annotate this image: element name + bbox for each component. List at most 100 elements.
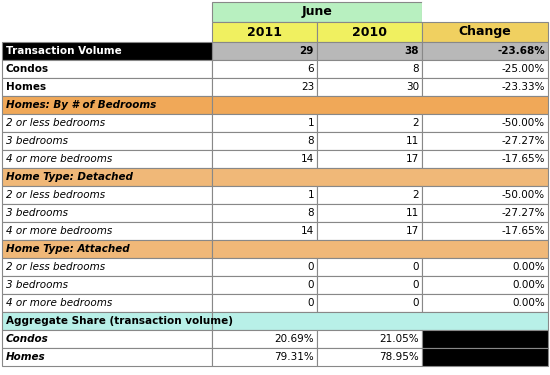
Bar <box>317 60 422 78</box>
Text: 1: 1 <box>307 190 314 200</box>
Bar <box>212 22 317 42</box>
Text: 29: 29 <box>300 46 314 56</box>
Text: 1: 1 <box>307 118 314 128</box>
Text: 30: 30 <box>406 82 419 92</box>
Bar <box>317 22 422 42</box>
Text: 20.69%: 20.69% <box>274 334 314 344</box>
Bar <box>212 186 317 204</box>
Text: Condos: Condos <box>6 64 49 74</box>
Text: 8: 8 <box>307 136 314 146</box>
Bar <box>2 168 212 186</box>
Bar <box>422 42 548 60</box>
Bar <box>212 330 317 348</box>
Text: -17.65%: -17.65% <box>502 226 545 236</box>
Bar <box>422 294 548 312</box>
Text: 3 bedrooms: 3 bedrooms <box>6 280 68 290</box>
Bar <box>2 258 212 276</box>
Bar <box>212 132 317 150</box>
Bar <box>317 186 422 204</box>
Text: 4 or more bedrooms: 4 or more bedrooms <box>6 154 112 164</box>
Bar <box>212 60 317 78</box>
Bar <box>2 348 212 366</box>
Bar <box>2 78 212 96</box>
Bar <box>422 276 548 294</box>
Bar <box>212 222 317 240</box>
Bar <box>2 96 212 114</box>
Text: 2: 2 <box>412 190 419 200</box>
Text: 38: 38 <box>404 46 419 56</box>
Bar <box>2 42 212 60</box>
Bar <box>2 294 212 312</box>
Text: -17.65%: -17.65% <box>502 154 545 164</box>
Bar <box>2 204 212 222</box>
Text: 2011: 2011 <box>247 26 282 39</box>
Text: 0.00%: 0.00% <box>512 280 545 290</box>
Text: 14: 14 <box>301 154 314 164</box>
Text: 0: 0 <box>412 298 419 308</box>
Bar <box>317 150 422 168</box>
Text: 2 or less bedrooms: 2 or less bedrooms <box>6 118 105 128</box>
Text: 3 bedrooms: 3 bedrooms <box>6 208 68 218</box>
Text: -50.00%: -50.00% <box>502 118 545 128</box>
Bar <box>317 294 422 312</box>
Text: 4 or more bedrooms: 4 or more bedrooms <box>6 298 112 308</box>
Text: 17: 17 <box>406 226 419 236</box>
Bar <box>212 348 317 366</box>
Text: Aggregate Share (transaction volume): Aggregate Share (transaction volume) <box>6 316 233 326</box>
Text: 0: 0 <box>307 280 314 290</box>
Bar <box>317 132 422 150</box>
Bar <box>422 204 548 222</box>
Bar <box>422 258 548 276</box>
Text: 79.31%: 79.31% <box>274 352 314 362</box>
Bar <box>422 348 548 366</box>
Bar <box>212 276 317 294</box>
Bar <box>2 132 212 150</box>
Text: 2010: 2010 <box>352 26 387 39</box>
Text: 21.05%: 21.05% <box>379 334 419 344</box>
Bar <box>2 2 212 22</box>
Bar <box>2 22 212 42</box>
Text: Home Type: Detached: Home Type: Detached <box>6 172 133 182</box>
Text: Change: Change <box>459 26 512 39</box>
Text: 14: 14 <box>301 226 314 236</box>
Text: 3 bedrooms: 3 bedrooms <box>6 136 68 146</box>
Text: 2: 2 <box>412 118 419 128</box>
Bar <box>317 42 422 60</box>
Text: 17: 17 <box>406 154 419 164</box>
Text: Condos: Condos <box>6 334 49 344</box>
Bar <box>317 78 422 96</box>
Text: -50.00%: -50.00% <box>502 190 545 200</box>
Text: 0: 0 <box>307 262 314 272</box>
Bar <box>422 114 548 132</box>
Bar <box>212 294 317 312</box>
Text: Homes: Homes <box>6 82 46 92</box>
Bar <box>317 348 422 366</box>
Bar <box>2 330 212 348</box>
Text: 2 or less bedrooms: 2 or less bedrooms <box>6 262 105 272</box>
Text: Home Type: Attached: Home Type: Attached <box>6 244 130 254</box>
Bar <box>212 168 548 186</box>
Bar <box>212 114 317 132</box>
Text: -23.33%: -23.33% <box>502 82 545 92</box>
Bar <box>422 2 548 22</box>
Bar <box>317 330 422 348</box>
Bar <box>2 114 212 132</box>
Bar <box>2 312 212 330</box>
Bar <box>422 222 548 240</box>
Bar <box>422 78 548 96</box>
Text: 0.00%: 0.00% <box>512 262 545 272</box>
Text: Homes: Homes <box>6 352 46 362</box>
Bar <box>2 222 212 240</box>
Text: 23: 23 <box>301 82 314 92</box>
Text: 0: 0 <box>307 298 314 308</box>
Bar <box>212 312 548 330</box>
Text: 0: 0 <box>412 280 419 290</box>
Text: -25.00%: -25.00% <box>502 64 545 74</box>
Bar <box>422 22 548 42</box>
Bar <box>2 186 212 204</box>
Text: Homes: By # of Bedrooms: Homes: By # of Bedrooms <box>6 100 156 110</box>
Bar <box>317 276 422 294</box>
Bar <box>2 150 212 168</box>
Bar <box>2 276 212 294</box>
Bar <box>212 96 548 114</box>
